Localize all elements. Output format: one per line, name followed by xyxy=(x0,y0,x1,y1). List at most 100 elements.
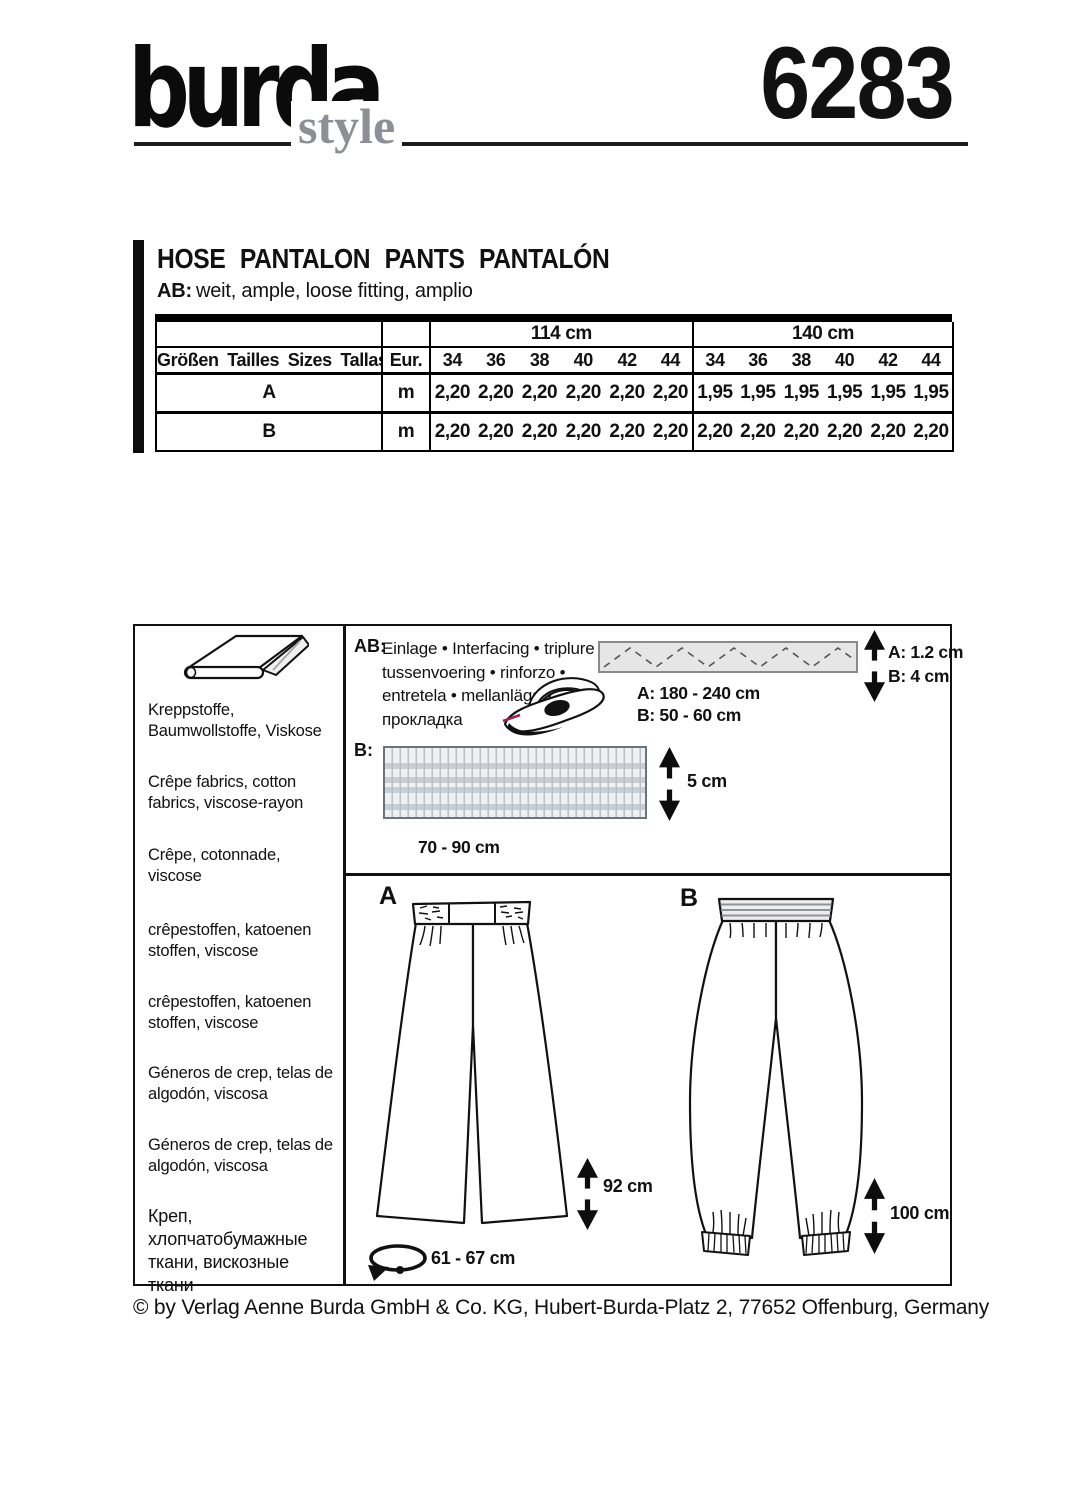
interfacing-strip xyxy=(598,641,858,673)
pants-b-right-leg xyxy=(774,918,864,1240)
title-accent-bar xyxy=(133,240,144,453)
unit-cell: m xyxy=(382,373,431,414)
yardage-table: 114 cm 140 cm Größen Tailles Sizes Talla… xyxy=(155,322,955,452)
pants-a-drawing xyxy=(375,900,569,1225)
interfacing-line: Einlage • Interfacing • triplure • xyxy=(382,639,605,658)
iron-icon xyxy=(502,677,605,736)
yardage-cell: 1,95 xyxy=(909,373,954,414)
fabric-text-en: Crêpe fabrics, cotton fabrics, viscose-r… xyxy=(148,773,304,812)
garment-title: HOSE PANTALON PANTS PANTALÓN xyxy=(157,243,610,274)
yardage-cell: 2,20 xyxy=(473,373,518,414)
yardage-cell: 2,20 xyxy=(648,373,694,414)
fabric-width-140: 140 cm xyxy=(692,322,954,348)
size-cell: 34 xyxy=(692,347,737,375)
pants-a-right-leg xyxy=(471,921,569,1225)
yardage-cell: 2,20 xyxy=(521,421,558,442)
fabric-text-ru: Креп, хлопчатобумажные ткани, вискозные … xyxy=(148,1206,308,1295)
fabric-text-fr: Crêpe, cotonnade, viscose xyxy=(148,846,281,885)
view-b-label: B xyxy=(680,884,699,912)
double-arrow-icon xyxy=(659,747,680,821)
brand-logo-sub: style xyxy=(291,101,403,151)
size-cell: 36 xyxy=(736,347,780,375)
yardage-cell: 2,20 xyxy=(517,373,562,414)
subtitle-view-label: AB: xyxy=(157,280,192,302)
interfacing-length-b: B: 50 - 60 cm xyxy=(637,705,742,725)
interfacing-length-a: A: 180 - 240 cm xyxy=(637,683,760,703)
yardage-cell: 2,20 xyxy=(697,421,733,442)
view-a-length-label: 92 cm xyxy=(603,1176,653,1196)
size-cell: 38 xyxy=(517,347,562,375)
interfacing-width-a: A: 1.2 cm xyxy=(888,642,964,662)
yardage-row-b: B m 2,20 2,20 2,20 2,20 2,20 2,20 2,20 2… xyxy=(156,412,953,451)
size-cell: 40 xyxy=(561,347,606,375)
header-rule xyxy=(134,142,968,146)
subtitle-text: weit, ample, loose fitting, amplio xyxy=(195,280,473,302)
fabric-fold-icon xyxy=(183,634,309,680)
size-cell: 38 xyxy=(779,347,823,375)
view-label: A xyxy=(156,373,383,414)
table-top-bar xyxy=(155,314,952,322)
yardage-cell: 2,20 xyxy=(434,421,471,442)
fabric-width-114: 114 cm xyxy=(430,322,694,348)
yardage-table-block: 114 cm 140 cm Größen Tailles Sizes Talla… xyxy=(155,314,955,452)
yardage-cell: 2,20 xyxy=(826,421,863,442)
garment-subtitle: AB: weit, ample, loose fitting, amplio xyxy=(157,280,473,303)
pants-b-left-leg xyxy=(688,918,778,1240)
yardage-cell: 1,95 xyxy=(692,373,737,414)
interfacing-line: entretela • mellanlägg • xyxy=(382,686,552,705)
interfacing-line: tussenvoering • rinforzo • xyxy=(382,662,566,682)
elastic-width-label: 5 cm xyxy=(687,771,727,791)
yardage-row-a: A m 2,20 2,20 2,20 2,20 2,20 2,20 1,95 1… xyxy=(156,373,954,414)
size-header-label: Größen Tailles Sizes Tallas xyxy=(156,347,383,375)
size-cell: 42 xyxy=(605,347,649,375)
view-a-label: A xyxy=(379,882,398,910)
waist-measure-icon xyxy=(368,1244,427,1281)
fabric-text-nl: crêpestoffen, katoenen stoffen, viscose xyxy=(148,921,312,960)
yardage-cell: 2,20 xyxy=(561,373,606,414)
yardage-cell: 2,20 xyxy=(783,421,820,442)
double-arrow-icon xyxy=(864,630,885,702)
fabric-text-de: Kreppstoffe, Baumwollstoffe, Viskose xyxy=(148,701,322,740)
yardage-cell: 2,20 xyxy=(913,421,949,442)
yardage-cell: 2,20 xyxy=(870,421,906,442)
size-cell: 36 xyxy=(473,347,518,375)
double-arrow-icon xyxy=(864,1178,885,1254)
yardage-cell: 2,20 xyxy=(740,421,776,442)
pants-a-waistband xyxy=(411,900,532,926)
size-header-row: Größen Tailles Sizes Tallas Eur. 34 36 3… xyxy=(156,347,954,375)
elastic-band-strip xyxy=(383,746,647,819)
eur-label: Eur. xyxy=(382,347,431,375)
size-cell: 42 xyxy=(866,347,910,375)
copyright-line: © by Verlag Aenne Burda GmbH & Co. KG, H… xyxy=(133,1296,990,1319)
yardage-cell: 2,20 xyxy=(565,421,602,442)
yardage-cell: 1,95 xyxy=(736,373,780,414)
yardage-cell: 1,95 xyxy=(822,373,867,414)
waist-gather-ticks xyxy=(729,922,823,939)
yardage-cell: 2,20 xyxy=(478,421,514,442)
yardage-cell: 2,20 xyxy=(648,412,694,451)
size-cell: 34 xyxy=(430,347,474,375)
fabric-text-es2: Géneros de crep, telas de algodón, visco… xyxy=(148,1136,333,1175)
pattern-number: 6283 xyxy=(760,26,954,140)
column-divider xyxy=(343,626,346,1284)
section-divider xyxy=(346,873,950,876)
pants-a-left-leg xyxy=(375,921,475,1225)
empty-cell xyxy=(382,322,431,348)
empty-cell xyxy=(156,322,383,348)
gather-strokes xyxy=(419,925,525,947)
waistband-shirring-marks xyxy=(418,905,524,921)
diagram-box: Kreppstoffe, Baumwollstoffe, Viskose Crê… xyxy=(133,624,963,1295)
yardage-cell: 1,95 xyxy=(866,373,910,414)
view-label: B xyxy=(156,412,383,451)
cuff-gather-strokes xyxy=(712,1209,840,1237)
view-b-length-label: 100 cm xyxy=(890,1203,950,1223)
interfacing-names: Einlage • Interfacing • triplure • tusse… xyxy=(382,637,612,731)
view-a-waist-label: 61 - 67 cm xyxy=(431,1248,516,1268)
size-cell: 44 xyxy=(648,347,694,375)
size-cell: 44 xyxy=(909,347,954,375)
yardage-cell: 2,20 xyxy=(430,373,474,414)
elastic-b-label: B: xyxy=(354,740,373,760)
fabric-text-nl2: crêpestoffen, katoenen stoffen, viscose xyxy=(148,993,312,1032)
pants-b-drawing xyxy=(688,897,864,1256)
